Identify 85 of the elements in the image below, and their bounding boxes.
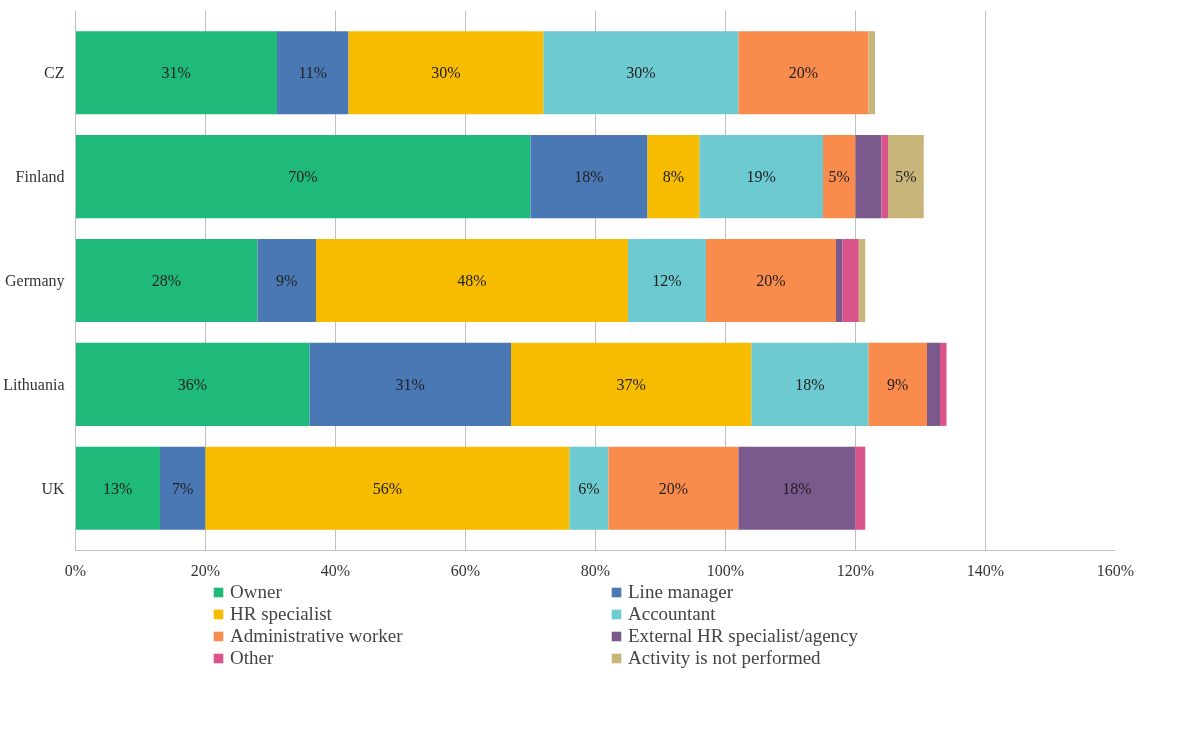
data-label: 9% [276, 272, 298, 289]
bar [647, 135, 700, 219]
bar [888, 135, 924, 219]
bar [868, 342, 927, 426]
bar [75, 238, 258, 323]
data-label: 7% [172, 479, 194, 497]
bar [348, 31, 544, 115]
data-label: 20% [658, 479, 689, 497]
bar [257, 238, 316, 323]
bar [511, 342, 752, 426]
data-label: 48% [457, 272, 487, 289]
legend-label: Accountant [628, 603, 717, 625]
bar [75, 135, 531, 219]
y-tick-label: CZ [44, 64, 65, 82]
bar [855, 135, 882, 219]
bar [751, 342, 869, 426]
bar [738, 446, 856, 530]
legend-label: Line manager [628, 581, 734, 603]
y-tick-label: Finland [15, 168, 65, 186]
legend-label: Administrative worker [230, 625, 404, 647]
data-label: 12% [652, 272, 682, 289]
bar [940, 342, 947, 426]
x-tick-label: 60% [450, 561, 481, 579]
data-label: 18% [795, 375, 825, 393]
x-tick-label: 140% [966, 561, 1005, 579]
legend-label: External HR specialist/agency [628, 625, 860, 647]
y-tick-label: Lithuania [3, 375, 65, 393]
bar [836, 238, 843, 323]
x-tick-label: 0% [64, 561, 87, 579]
data-label: 8% [662, 168, 685, 186]
bar [881, 135, 888, 219]
bar [628, 238, 706, 323]
data-label: 18% [782, 479, 812, 497]
bar [927, 342, 940, 426]
bar [699, 135, 823, 219]
legend-label: Activity is not performed [628, 647, 822, 669]
bar [316, 238, 628, 323]
bar [309, 342, 511, 426]
data-label: 36% [177, 375, 208, 393]
bar [205, 446, 570, 530]
bar [543, 31, 739, 115]
data-label: 19% [746, 168, 776, 186]
data-label: 6% [578, 479, 600, 497]
data-label: 5% [895, 168, 917, 186]
data-label: 20% [756, 272, 786, 289]
data-label: 37% [616, 375, 646, 393]
x-tick-label: 20% [190, 561, 221, 579]
bar [858, 238, 866, 323]
data-label: 31% [395, 375, 425, 393]
y-tick-label: Germany [4, 272, 65, 290]
data-label: 9% [887, 375, 909, 393]
x-tick-label: 160% [1096, 561, 1135, 579]
data-label: 56% [372, 479, 403, 497]
bar [608, 446, 739, 530]
data-label: 18% [574, 168, 604, 186]
data-label: 70% [288, 168, 318, 186]
bar [706, 238, 836, 323]
bar [160, 446, 206, 530]
data-label: 20% [788, 64, 819, 82]
legend-label: Other [230, 647, 275, 669]
bar [75, 342, 310, 426]
data-label: 31% [161, 64, 191, 82]
bar [75, 31, 277, 115]
data-label: 28% [151, 272, 182, 289]
y-tick-label: UK [41, 479, 65, 497]
bar [530, 135, 648, 219]
bar [738, 31, 869, 115]
data-label: 5% [828, 168, 850, 186]
bar [868, 31, 875, 115]
legend-label: Owner [230, 581, 283, 603]
x-tick-label: 80% [580, 561, 611, 579]
bar [855, 446, 866, 530]
x-tick-label: 100% [706, 561, 745, 579]
bar [842, 238, 859, 323]
x-tick-label: 40% [320, 561, 351, 579]
bar [823, 135, 856, 219]
data-label: 13% [103, 479, 133, 497]
data-label: 30% [626, 64, 656, 82]
x-tick-label: 120% [836, 561, 875, 579]
bar [277, 31, 349, 115]
data-label: 11% [298, 64, 328, 82]
bar [75, 446, 160, 530]
legend-label: HR specialist [230, 603, 333, 625]
data-label: 30% [431, 64, 461, 82]
bar [569, 446, 609, 530]
